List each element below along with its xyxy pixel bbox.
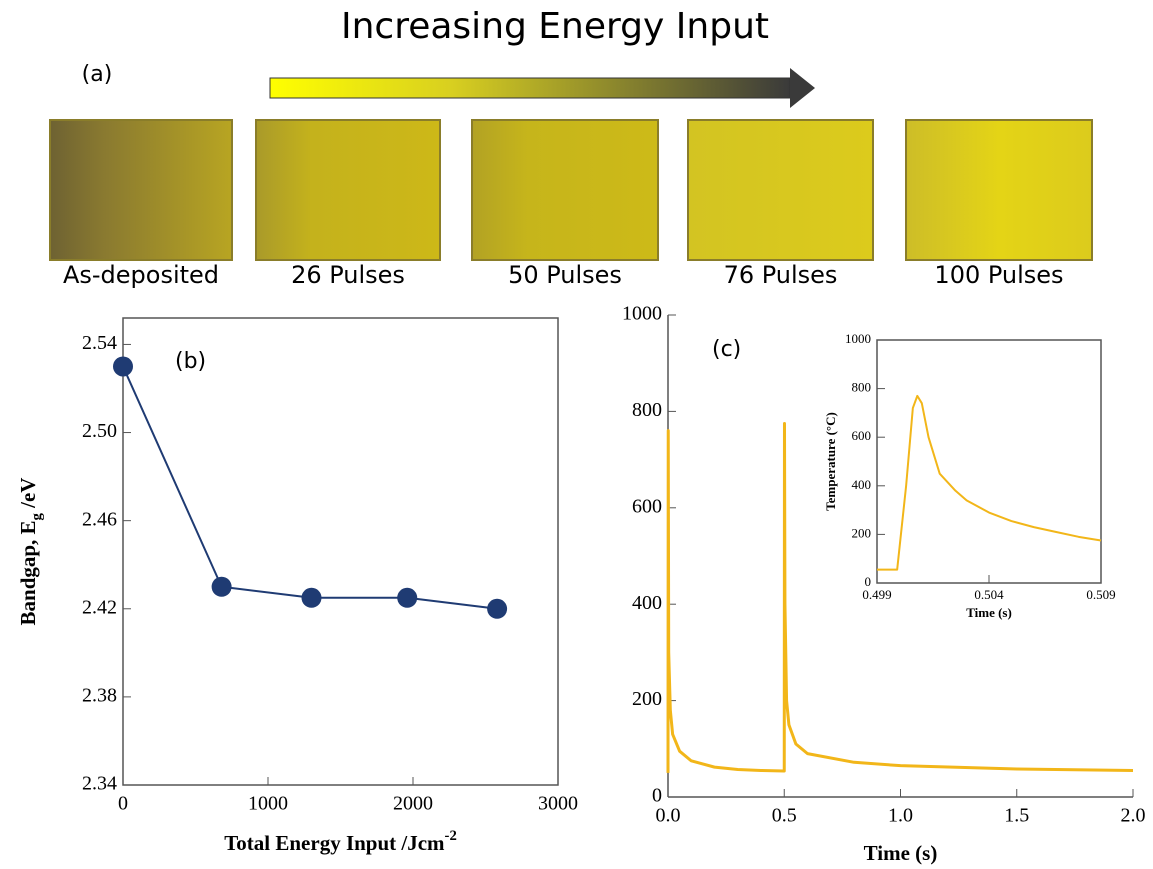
data-line [123,366,497,608]
sample-label: 50 Pulses [508,261,622,289]
y-tick-label: 1000 [622,303,662,325]
y-tick-label: 2.34 [82,773,117,795]
panel-label: (c) [712,337,741,362]
y-tick-label: 2.42 [82,596,117,618]
sample-image [906,120,1092,260]
x-axis-label: Total Energy Input /Jcm-2 [224,828,457,854]
y-tick-label: 2.50 [82,420,117,442]
panel-label: (b) [175,349,206,374]
data-line [668,423,1133,772]
ylabel-part: Bandgap, E [16,520,40,625]
xlabel-part: Time (s) [864,841,938,865]
sample-image [256,120,440,260]
ylabel-part: Temperature (°C) [823,412,838,511]
sample-label: 100 Pulses [934,261,1063,289]
y-tick-label: 2.54 [82,332,117,354]
y-tick-label: 800 [632,399,662,421]
figure-title: Increasing Energy Input [341,6,769,47]
y-tick-label: 2.38 [82,684,117,706]
y-tick-label: 200 [632,688,662,710]
x-tick-label: 1.0 [888,805,913,827]
xlabel-part: Total Energy Input /Jcm [224,831,445,855]
x-axis-label: Time (s) [966,605,1012,620]
data-point [397,588,417,608]
y-tick-label: 600 [632,495,662,517]
xlabel-part: -2 [445,828,457,844]
y-tick-label: 1000 [845,331,871,346]
sample-label: As-deposited [63,261,219,289]
y-tick-label: 2.46 [82,508,117,530]
ylabel-part: /eV [16,478,40,514]
data-point [487,599,507,619]
data-point [212,577,232,597]
sample-label: 26 Pulses [291,261,405,289]
panel-label: (a) [82,62,113,87]
y-tick-label: 0 [652,785,662,807]
x-tick-label: 1000 [248,793,288,815]
sample-label: 76 Pulses [724,261,838,289]
x-tick-label: 0.0 [656,805,681,827]
sample-image [472,120,658,260]
data-point [113,356,133,376]
plot-frame [123,318,558,785]
xlabel-part: Time (s) [966,605,1012,620]
x-tick-label: 2.0 [1121,805,1146,827]
figure: Increasing Energy Input (a) As-deposited… [0,0,1153,869]
x-tick-label: 0.5 [772,805,797,827]
y-tick-label: 200 [852,525,872,540]
y-axis-label: Temperature (°C) [823,412,838,511]
x-tick-label: 0.504 [974,587,1004,602]
x-tick-label: 0.509 [1086,587,1115,602]
x-tick-label: 3000 [538,793,578,815]
energy-arrow [270,68,815,108]
x-tick-label: 2000 [393,793,433,815]
sample-image [50,120,232,260]
y-tick-label: 800 [852,380,872,395]
y-tick-label: 600 [852,428,872,443]
y-tick-label: 400 [632,592,662,614]
plot-frame [877,340,1101,583]
y-axis-label: Bandgap, Eg /eV [16,478,46,626]
data-line [877,396,1101,570]
sample-image [688,120,873,260]
data-point [302,588,322,608]
x-tick-label: 0.499 [862,587,891,602]
y-tick-label: 400 [852,477,872,492]
x-tick-label: 0 [118,793,128,815]
x-axis-label: Time (s) [864,841,938,865]
chart: 2.34 2.38 2.42 2.46 2.50 2.54 0 1000 2000 3000 Tot… [16,318,578,855]
x-tick-label: 1.5 [1004,805,1029,827]
